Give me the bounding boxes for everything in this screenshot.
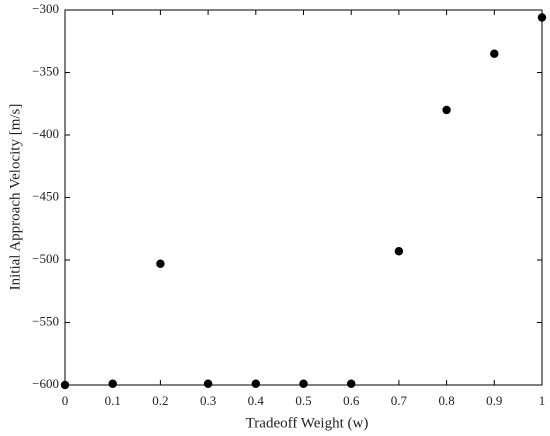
plot-frame [64,9,543,386]
x-tick-label: 0.4 [248,393,265,408]
data-point [347,379,356,388]
x-tick-label: 1 [539,393,546,408]
data-point [299,379,308,388]
data-point [156,259,165,268]
x-tick-label: 0.5 [295,393,311,408]
y-tick-label: −500 [32,251,59,266]
x-tick-label: 0.3 [200,393,216,408]
data-point [251,379,260,388]
data-point [490,49,499,58]
y-tick-label: −600 [32,376,59,391]
x-axis-label: Tradeoff Weight (w) [246,415,369,431]
y-axis-label: Initial Approach Velocity [m/s] [7,104,23,291]
x-tick-label: 0.6 [343,393,360,408]
y-tick-label: −550 [32,313,59,328]
data-point [442,105,451,115]
data-point [60,380,70,390]
data-point [108,379,117,388]
data-point [203,379,213,388]
data-point [537,13,547,22]
x-tick-label: 0.1 [105,393,121,408]
x-tick-label: 0 [62,393,69,408]
x-tick-label: 0.2 [152,393,168,408]
y-tick-label: −300 [32,1,59,16]
y-tick-label: −400 [32,126,59,141]
data-point [394,247,404,256]
y-tick-label: −350 [32,63,59,78]
x-tick-label: 0.8 [438,393,454,408]
y-tick-label: −450 [32,188,59,203]
x-tick-label: 0.7 [391,393,408,408]
x-tick-label: 0.9 [486,393,502,408]
